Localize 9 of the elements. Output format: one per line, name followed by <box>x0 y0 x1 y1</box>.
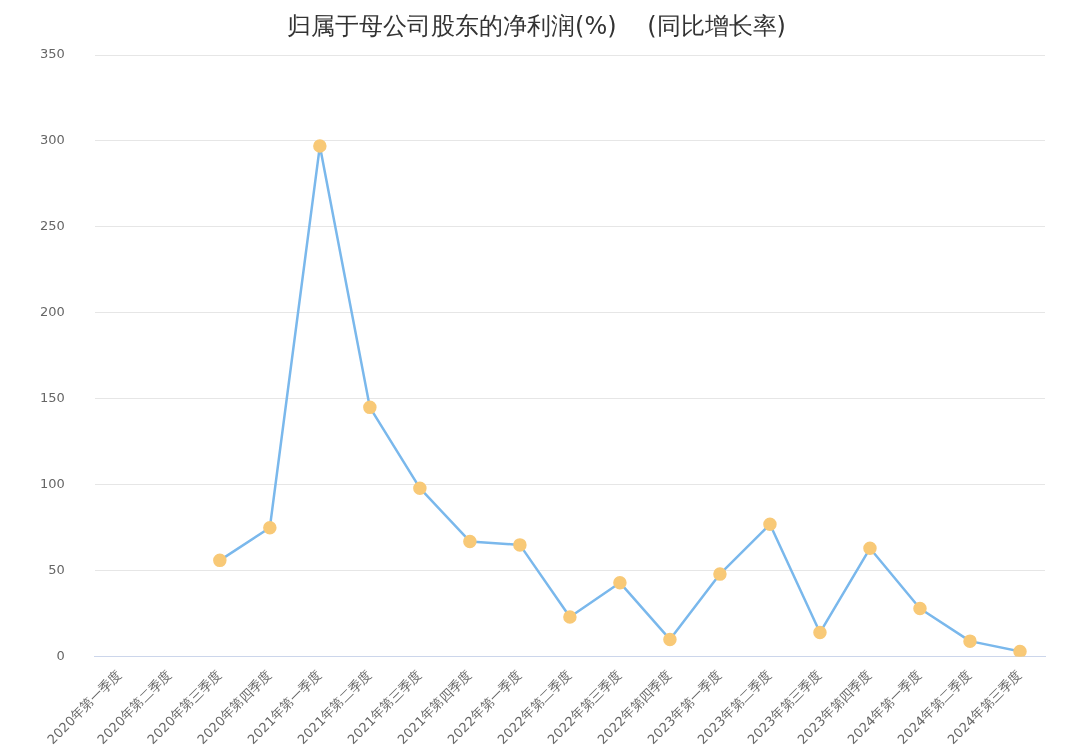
y-tick-label: 200 <box>39 304 65 320</box>
y-tick-label: 100 <box>39 476 65 492</box>
y-tick-label: 250 <box>39 218 65 234</box>
y-tick-label: 300 <box>39 132 65 148</box>
y-tick-label: 350 <box>39 46 65 62</box>
y-tick-label: 150 <box>39 390 65 406</box>
y-tick-label: 50 <box>48 562 65 578</box>
y-tick-label: 0 <box>56 647 65 663</box>
chart-title: 归属于母公司股东的净利润(%) (同比增长率) <box>286 11 787 42</box>
